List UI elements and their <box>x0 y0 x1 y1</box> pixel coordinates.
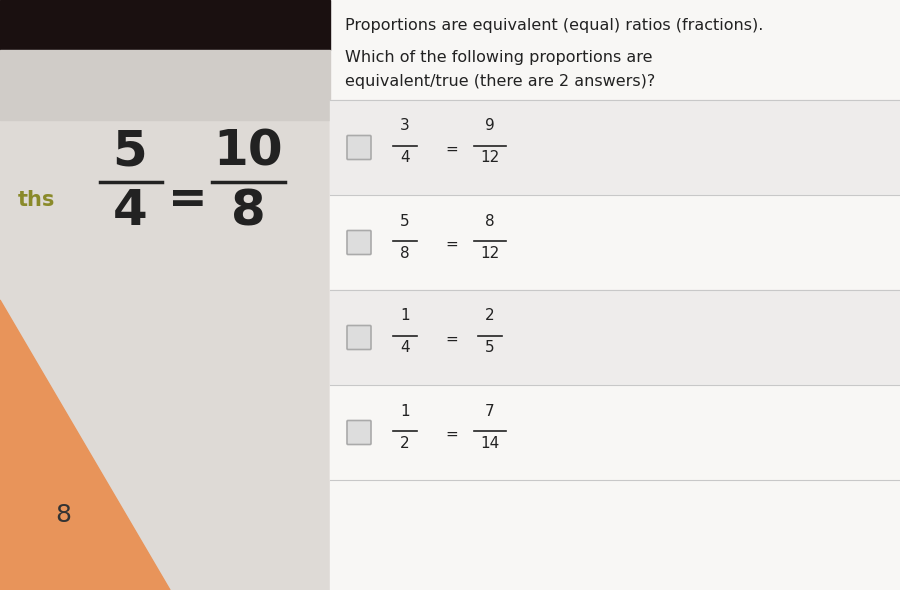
Text: 2: 2 <box>485 309 495 323</box>
Text: 8: 8 <box>400 245 410 261</box>
Text: 5: 5 <box>400 214 410 228</box>
FancyBboxPatch shape <box>347 326 371 349</box>
Text: 3: 3 <box>400 119 410 133</box>
Text: equivalent/true (there are 2 answers)?: equivalent/true (there are 2 answers)? <box>345 74 655 89</box>
Text: =: = <box>446 237 458 252</box>
Text: 4: 4 <box>112 187 148 235</box>
Text: 2: 2 <box>400 435 410 451</box>
Text: Which of the following proportions are: Which of the following proportions are <box>345 50 652 65</box>
Bar <box>330 100 900 195</box>
Text: 4: 4 <box>400 340 410 356</box>
Text: =: = <box>446 142 458 157</box>
Text: 12: 12 <box>481 245 500 261</box>
Bar <box>330 195 900 290</box>
FancyBboxPatch shape <box>347 421 371 444</box>
Bar <box>0 50 330 590</box>
Text: 8: 8 <box>55 503 71 527</box>
Text: 12: 12 <box>481 150 500 166</box>
Text: 1: 1 <box>400 404 410 418</box>
Text: =: = <box>446 427 458 442</box>
Polygon shape <box>0 300 170 590</box>
Text: Proportions are equivalent (equal) ratios (fractions).: Proportions are equivalent (equal) ratio… <box>345 18 763 33</box>
FancyBboxPatch shape <box>347 136 371 159</box>
Text: 14: 14 <box>481 435 500 451</box>
Bar <box>330 0 900 590</box>
Bar <box>0 50 330 120</box>
FancyBboxPatch shape <box>347 231 371 254</box>
Text: =: = <box>168 178 208 222</box>
Text: 4: 4 <box>400 150 410 166</box>
Text: 8: 8 <box>485 214 495 228</box>
Text: 1: 1 <box>400 309 410 323</box>
Bar <box>330 385 900 480</box>
Text: ths: ths <box>18 190 56 210</box>
Text: 7: 7 <box>485 404 495 418</box>
Text: 5: 5 <box>112 127 148 175</box>
Bar <box>330 290 900 385</box>
Text: =: = <box>446 332 458 347</box>
Bar <box>0 0 330 50</box>
Text: 9: 9 <box>485 119 495 133</box>
Text: 5: 5 <box>485 340 495 356</box>
Text: 8: 8 <box>230 187 266 235</box>
Text: 10: 10 <box>213 127 283 175</box>
